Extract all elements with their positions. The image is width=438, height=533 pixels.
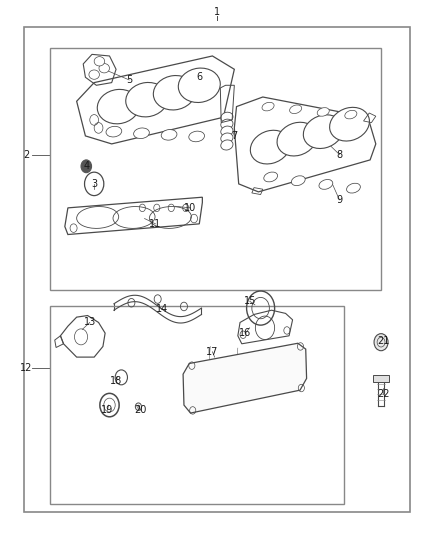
Text: 17: 17: [206, 347, 219, 357]
Ellipse shape: [304, 115, 343, 149]
Ellipse shape: [221, 133, 233, 143]
Text: 8: 8: [336, 150, 343, 159]
Ellipse shape: [89, 70, 99, 79]
Text: 12: 12: [20, 363, 32, 373]
Text: 6: 6: [196, 72, 202, 82]
Text: 3: 3: [91, 179, 97, 189]
Ellipse shape: [319, 180, 333, 189]
Ellipse shape: [221, 140, 233, 150]
Text: 19: 19: [101, 406, 113, 415]
Ellipse shape: [345, 110, 357, 119]
Ellipse shape: [81, 160, 92, 173]
Ellipse shape: [153, 76, 195, 110]
Polygon shape: [183, 343, 307, 413]
Polygon shape: [373, 375, 389, 382]
Text: 11: 11: [149, 219, 162, 229]
Text: 21: 21: [377, 336, 389, 346]
Text: 9: 9: [336, 195, 343, 205]
Bar: [50, 48, 381, 290]
Text: 14: 14: [156, 304, 168, 314]
Text: 4: 4: [83, 161, 89, 171]
Ellipse shape: [99, 63, 110, 73]
Text: 5: 5: [126, 75, 132, 85]
Ellipse shape: [161, 130, 177, 140]
Text: 20: 20: [134, 406, 146, 415]
Ellipse shape: [221, 119, 233, 129]
Ellipse shape: [264, 172, 278, 182]
Ellipse shape: [189, 131, 205, 142]
Text: 15: 15: [244, 296, 256, 306]
Ellipse shape: [97, 90, 139, 124]
Ellipse shape: [277, 122, 317, 156]
Text: 1: 1: [214, 7, 220, 17]
Ellipse shape: [134, 128, 149, 139]
Ellipse shape: [374, 334, 388, 351]
Ellipse shape: [106, 126, 122, 137]
Bar: [24, 27, 410, 512]
Text: 7: 7: [231, 131, 237, 141]
Text: 22: 22: [377, 390, 389, 399]
Ellipse shape: [126, 83, 168, 117]
Ellipse shape: [251, 130, 290, 164]
Text: 18: 18: [110, 376, 122, 386]
Bar: [50, 306, 344, 504]
Ellipse shape: [94, 56, 105, 66]
Text: 10: 10: [184, 203, 197, 213]
Ellipse shape: [346, 183, 360, 193]
Ellipse shape: [221, 126, 233, 136]
Text: 2: 2: [23, 150, 29, 159]
Ellipse shape: [178, 68, 220, 102]
Ellipse shape: [221, 112, 233, 122]
Ellipse shape: [317, 108, 329, 116]
Ellipse shape: [262, 102, 274, 111]
Ellipse shape: [330, 107, 369, 141]
Text: 16: 16: [239, 328, 251, 338]
Ellipse shape: [291, 176, 305, 185]
Text: 13: 13: [84, 318, 96, 327]
Ellipse shape: [290, 105, 302, 114]
